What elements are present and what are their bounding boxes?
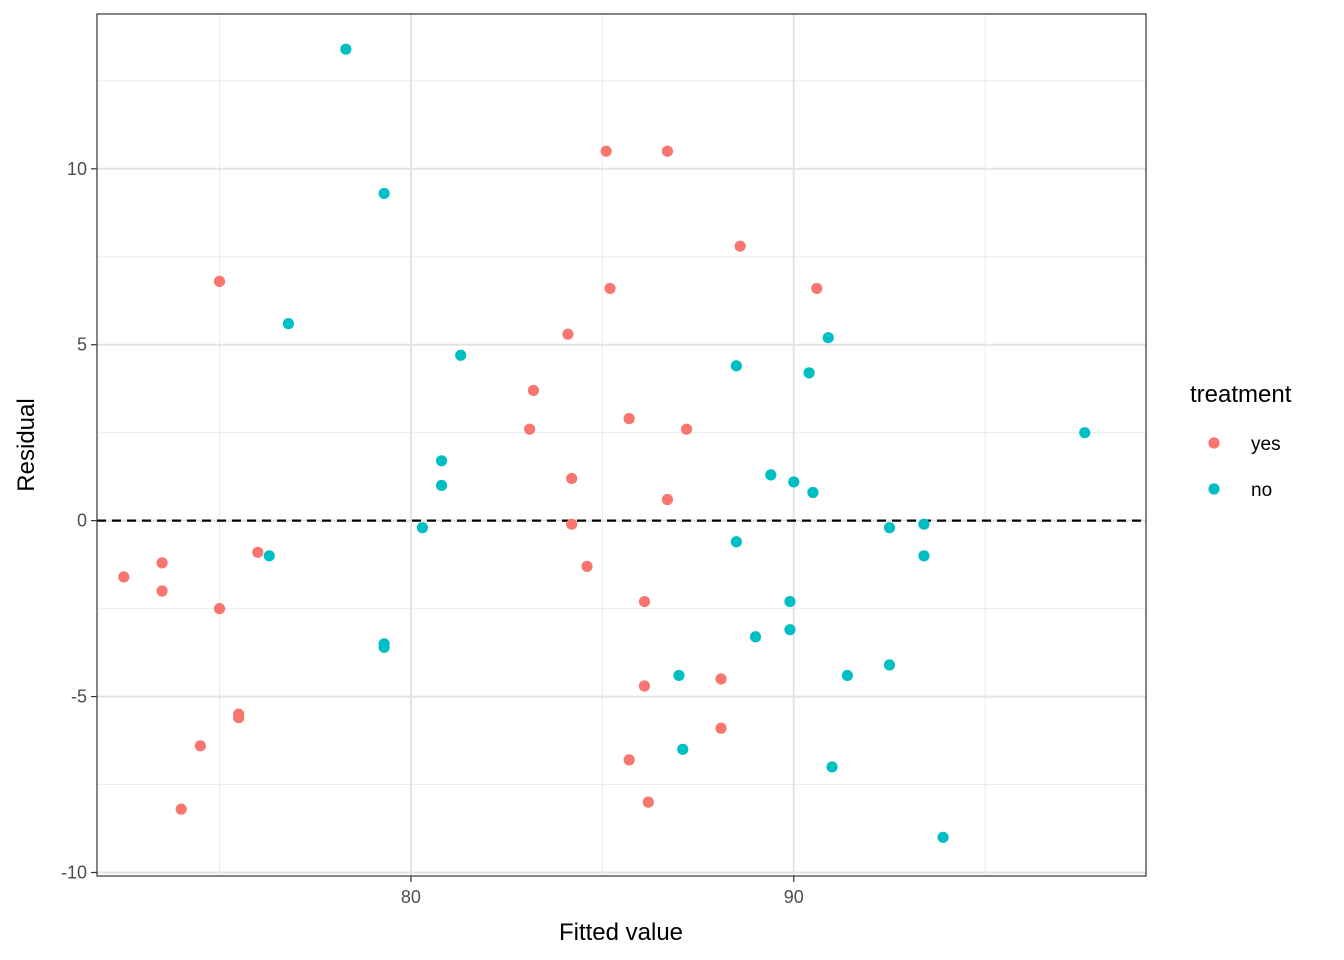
point-no	[883, 522, 896, 534]
point-yes	[811, 282, 823, 295]
legend-label-yes: yes	[1251, 434, 1281, 455]
x-tick-label: 90	[784, 887, 804, 907]
point-yes	[213, 603, 226, 615]
point-yes	[734, 240, 746, 252]
y-tick-label: -10	[61, 862, 87, 882]
point-yes	[566, 518, 578, 530]
point-yes	[581, 560, 593, 572]
point-no	[378, 641, 390, 653]
x-tick-label: 80	[401, 887, 421, 907]
plot-panel-border	[96, 13, 1147, 877]
point-no	[918, 550, 930, 562]
point-yes	[638, 595, 651, 608]
point-yes	[715, 722, 727, 734]
point-yes	[156, 557, 168, 569]
point-no	[807, 486, 819, 499]
legend: treatment yes no	[1190, 381, 1292, 501]
point-no	[883, 659, 896, 671]
point-no	[784, 595, 796, 608]
point-yes	[566, 472, 578, 485]
point-yes	[661, 145, 674, 157]
point-yes	[233, 712, 245, 724]
y-tick-label: 0	[77, 511, 87, 531]
point-no	[841, 669, 853, 682]
point-no	[340, 43, 352, 55]
point-yes	[213, 275, 226, 287]
point-no	[435, 479, 448, 492]
point-no	[378, 187, 390, 200]
point-no	[1079, 427, 1091, 439]
point-yes	[175, 803, 187, 815]
point-yes	[252, 546, 264, 558]
y-tick-label: -5	[71, 687, 87, 707]
point-yes	[642, 796, 654, 808]
y-axis-title: Residual	[13, 398, 40, 491]
point-no	[788, 476, 800, 488]
point-yes	[638, 680, 651, 692]
point-yes	[118, 571, 130, 583]
legend-key-yes	[1208, 437, 1220, 449]
point-no	[730, 360, 742, 372]
x-axis-ticks: 80 90	[401, 876, 804, 907]
point-yes	[604, 282, 616, 295]
point-yes	[194, 740, 206, 752]
point-no	[749, 631, 762, 643]
point-yes	[527, 384, 540, 397]
data-points	[118, 43, 1091, 843]
point-yes	[623, 754, 635, 766]
point-no	[784, 624, 796, 636]
point-no	[416, 522, 429, 534]
point-yes	[156, 585, 168, 597]
legend-label-no: no	[1251, 480, 1272, 501]
legend-title: treatment	[1190, 381, 1292, 408]
x-axis-title: Fitted value	[559, 919, 683, 946]
point-yes	[623, 413, 635, 425]
point-yes	[562, 328, 574, 340]
point-no	[435, 455, 448, 467]
y-tick-label: 5	[77, 335, 87, 355]
point-no	[826, 761, 838, 773]
point-yes	[680, 423, 693, 435]
point-no	[673, 669, 685, 682]
point-yes	[600, 145, 612, 157]
point-no	[730, 536, 742, 548]
point-no	[455, 349, 467, 361]
minor-gridlines	[97, 14, 1146, 876]
y-tick-label: 10	[67, 159, 87, 179]
point-no	[677, 743, 689, 755]
point-yes	[715, 673, 727, 685]
plot-panel-background	[97, 14, 1146, 876]
point-no	[918, 518, 930, 530]
point-no	[282, 318, 295, 330]
point-no	[822, 332, 834, 344]
y-axis-ticks: -10 -5 0 5 10	[61, 159, 97, 882]
point-no	[937, 831, 949, 843]
legend-key-no	[1208, 483, 1220, 495]
point-yes	[524, 423, 536, 435]
point-yes	[661, 493, 674, 506]
point-no	[263, 550, 275, 562]
point-no	[765, 469, 777, 481]
point-no	[803, 367, 815, 379]
